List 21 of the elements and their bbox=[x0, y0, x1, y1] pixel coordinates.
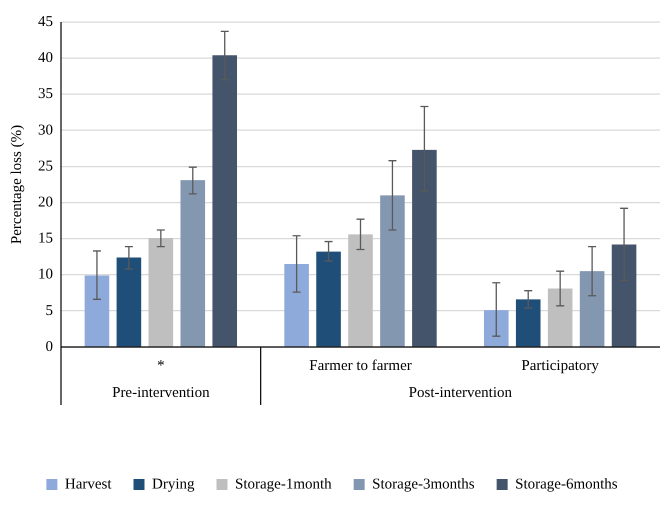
y-tick-label: 20 bbox=[38, 194, 53, 210]
y-tick-label: 40 bbox=[38, 50, 53, 66]
x-tick-label: Farmer to farmer bbox=[309, 358, 412, 374]
y-tick-label: 5 bbox=[46, 302, 53, 319]
y-tick-label: 10 bbox=[38, 266, 53, 283]
legend-label: Harvest bbox=[64, 476, 112, 492]
x-tick-label: Participatory bbox=[521, 358, 600, 374]
y-tick-label: 15 bbox=[38, 230, 53, 247]
y-tick-label: 0 bbox=[46, 338, 53, 355]
legend-label: Storage-3months bbox=[372, 476, 475, 492]
text: Post-intervention bbox=[408, 384, 512, 401]
y-tick-label: 25 bbox=[38, 158, 53, 174]
legend-label: Storage-6months bbox=[515, 476, 618, 492]
y-axis-title: Percentage loss (%) bbox=[8, 124, 25, 244]
y-tick-label: 30 bbox=[38, 122, 53, 138]
legend-label: Drying bbox=[152, 476, 196, 492]
x-tick-label: * bbox=[157, 358, 165, 374]
text: Pre-intervention bbox=[112, 384, 210, 401]
legend-label: Storage-1month bbox=[235, 476, 332, 492]
y-tick-label: 45 bbox=[38, 14, 53, 30]
y-tick-label: 35 bbox=[38, 86, 53, 102]
